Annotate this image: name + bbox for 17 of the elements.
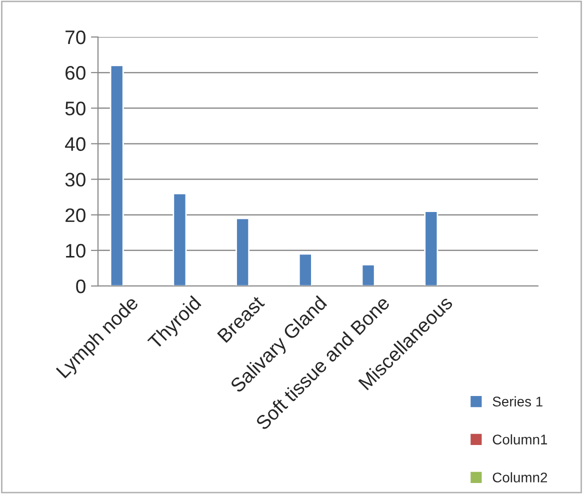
bar (236, 218, 250, 286)
y-tick-label: 0 (76, 279, 86, 294)
legend-label: Column1 (492, 434, 548, 444)
legend-label: Column2 (492, 472, 548, 482)
bar (361, 264, 376, 286)
y-tick-label: 30 (65, 172, 86, 187)
y-tick-label: 40 (65, 137, 86, 151)
legend-label: Series 1 (492, 396, 542, 407)
y-tick-label: 50 (65, 102, 86, 116)
bar (110, 64, 124, 286)
y-tick-label: 60 (66, 66, 86, 80)
bar (172, 192, 187, 286)
bar (424, 210, 438, 286)
y-tick-label: 70 (66, 30, 86, 44)
bar (298, 253, 312, 286)
y-tick-label: 10 (66, 244, 86, 258)
y-tick-label: 20 (66, 208, 86, 222)
